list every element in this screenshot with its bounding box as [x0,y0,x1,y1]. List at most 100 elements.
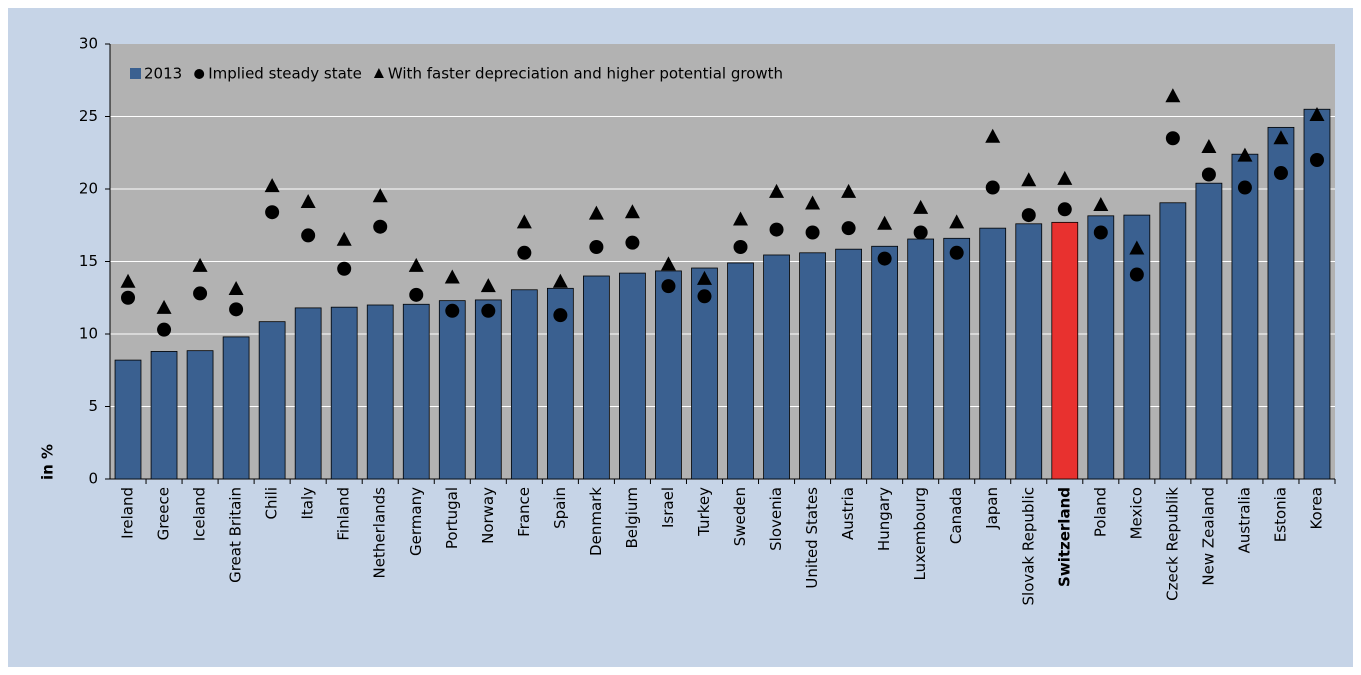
triangle-marker [949,214,965,229]
x-tick-label: Switzerland [1055,487,1073,587]
triangle-marker [444,269,460,284]
y-tick-label: 10 [79,325,98,343]
y-tick-label: 15 [79,252,98,270]
bar [1159,202,1187,480]
triangle-marker [624,204,640,219]
circle-marker [409,287,424,302]
x-tick-label: Estonia [1271,487,1289,542]
x-tick-label: Finland [335,487,353,541]
triangle-marker [1021,172,1037,187]
bar [1195,182,1223,480]
circle-marker [841,221,856,236]
x-tick-label: United States [803,487,821,589]
circle-marker [733,240,748,254]
bar [366,304,394,480]
triangle-marker [336,231,352,246]
circle-marker [1093,225,1108,240]
triangle-marker [805,195,821,210]
x-tick-label: Great Britain [227,487,245,583]
bar [294,307,322,480]
y-tick-label: 20 [79,180,98,198]
triangle-marker [1309,107,1325,122]
triangle-marker [1165,88,1181,103]
x-tick-label: Hungary [875,487,893,551]
triangle-marker [1273,130,1289,145]
x-tick-label: Canada [947,487,965,544]
bar [727,262,754,480]
triangle-marker [913,199,929,214]
x-tick-label: Israel [659,487,677,528]
circle-marker [445,303,460,318]
circle-marker [481,303,496,318]
bar [943,237,971,480]
bar [150,350,178,480]
circle-marker [697,289,712,304]
legend-label: With faster depreciation and higher pote… [388,65,783,83]
x-tick-label: Spain [551,487,569,529]
bar [835,248,862,480]
bar [1231,153,1259,480]
circle-marker [121,290,136,305]
circle-marker [517,245,532,260]
bar [474,299,502,480]
x-tick-label: Japan [983,487,1001,530]
x-tick-label: Belgium [623,487,641,549]
circle-marker [589,240,604,254]
circle-marker [1309,153,1324,167]
x-tick-label: Australia [1235,487,1253,553]
circle-marker [1273,166,1288,181]
triangle-marker [228,281,244,296]
circle-marker [229,302,244,317]
x-tick-label: Ireland [119,487,137,539]
x-tick-label: Italy [299,487,317,520]
x-tick-label: Austria [839,487,857,540]
triangle-marker [1201,138,1217,153]
circle-marker [661,279,676,294]
triangle-marker [1237,147,1253,162]
bar [619,272,646,480]
x-tick-label: Turkey [695,487,713,537]
bar [907,238,935,480]
circle-marker [625,235,640,250]
circle-marker [1237,180,1252,195]
circle-marker [337,261,352,276]
circle-marker [1165,131,1180,146]
circle-marker [553,308,568,323]
circle-marker [1129,267,1144,282]
triangle-marker [480,278,496,293]
circle-marker [949,245,964,260]
circle-marker [913,225,928,240]
bar [655,270,682,480]
y-tick-label: 5 [88,397,98,415]
x-tick-label: Netherlands [371,487,389,579]
triangle-marker [841,183,857,198]
triangle-marker [985,128,1001,143]
x-tick-label: Norway [479,487,497,544]
bar [1087,215,1115,480]
bar [583,275,610,480]
legend-swatch [130,68,141,79]
triangle-marker [769,183,785,198]
y-tick-label: 30 [79,35,98,53]
y-axis-label: in % [39,444,57,480]
triangle-marker [372,188,388,203]
x-tick-label: Slovenia [767,487,785,551]
bar [799,252,826,480]
x-tick-label: Sweden [731,487,749,546]
triangle-marker [264,178,280,193]
circle-marker [157,322,172,337]
x-tick-label: Denmark [587,487,605,556]
legend-swatch [373,68,384,78]
circle-marker [301,228,316,243]
triangle-marker [300,194,316,209]
triangle-marker [516,214,532,229]
bar [979,227,1007,480]
triangle-marker [552,273,568,288]
bar [330,306,358,480]
triangle-marker [1129,240,1145,255]
bar [1123,214,1151,480]
circle-marker [1057,202,1072,217]
circle-marker [769,222,784,237]
triangle-marker [696,270,712,285]
triangle-marker [408,257,424,272]
